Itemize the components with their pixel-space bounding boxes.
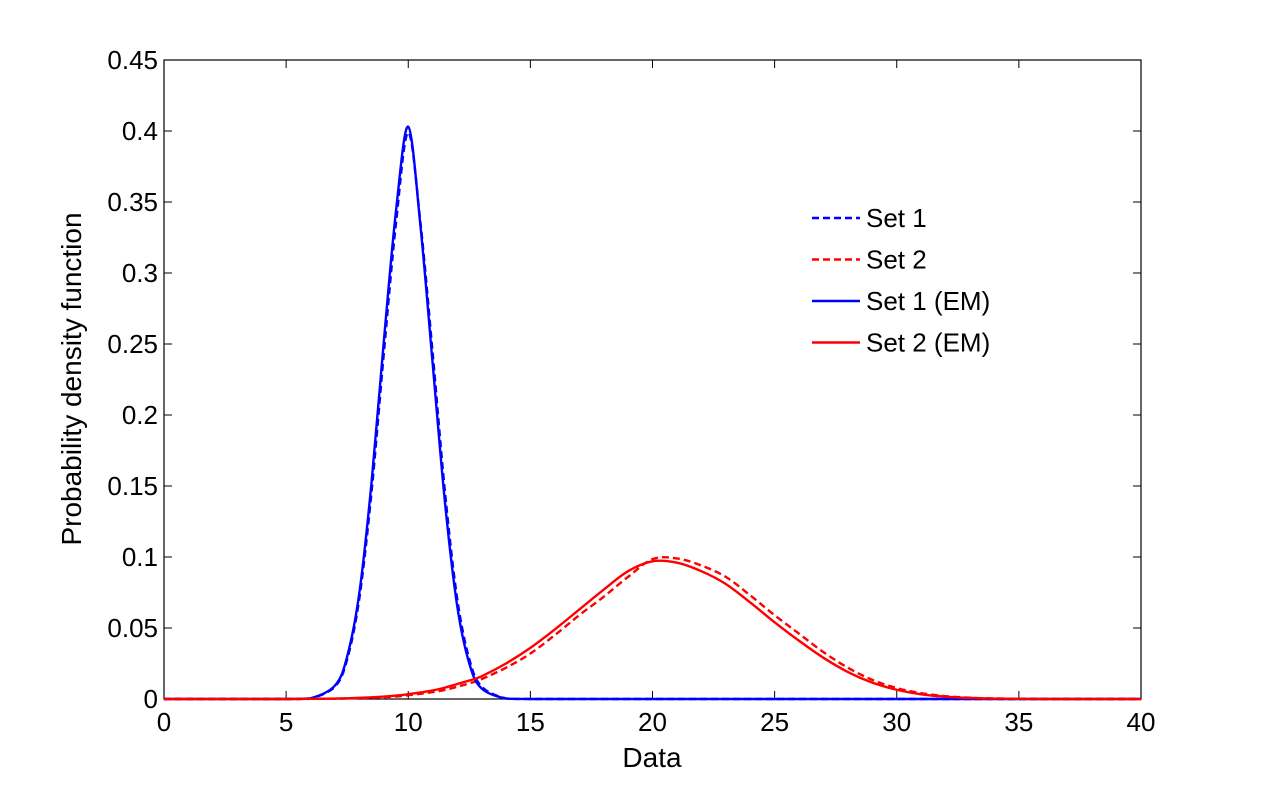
x-tick-label: 35: [1004, 707, 1033, 737]
series-line-set-2: [164, 556, 1141, 701]
y-tick-label: 0: [144, 684, 158, 714]
y-tick-label: 0.35: [107, 187, 158, 217]
plot-area-frame: [163, 59, 1142, 700]
y-tick-label: 0.05: [107, 613, 158, 643]
series-line-set-2-em: [164, 559, 1141, 701]
legend-label-set-1: Set 1: [866, 203, 927, 233]
series-layer: [164, 125, 1141, 701]
y-tick-label: 0.4: [122, 116, 158, 146]
y-tick-label: 0.3: [122, 258, 158, 288]
x-tick-label: 0: [157, 707, 171, 737]
legend-label-set-1-em: Set 1 (EM): [866, 286, 990, 316]
series-line-set-1-em: [164, 125, 1141, 701]
legend-label-set-2-em: Set 2 (EM): [866, 328, 990, 358]
x-tick-label: 10: [394, 707, 423, 737]
legend-label-set-2: Set 2: [866, 245, 927, 275]
y-tick-label: 0.15: [107, 471, 158, 501]
x-tick-label: 30: [882, 707, 911, 737]
x-tick-label: 20: [638, 707, 667, 737]
x-tick-label: 5: [279, 707, 293, 737]
y-tick-label: 0.1: [122, 542, 158, 572]
tick-labels: 0 5 10 15 20 25 30 35 40 0 0.05 0.1 0.15 0.2 0.25 0.3 0.…: [107, 45, 1155, 737]
x-tick-label: 25: [760, 707, 789, 737]
x-tick-label: 40: [1127, 707, 1156, 737]
y-tick-label: 0.45: [107, 45, 158, 75]
legend: Set 1 Set 2 Set 1 (EM) Set 2 (EM): [812, 203, 990, 358]
y-tick-label: 0.25: [107, 329, 158, 359]
x-axis-label: Data: [622, 742, 682, 773]
y-axis-label: Probability density function: [56, 212, 87, 545]
y-tick-label: 0.2: [122, 400, 158, 430]
x-tick-label: 15: [516, 707, 545, 737]
